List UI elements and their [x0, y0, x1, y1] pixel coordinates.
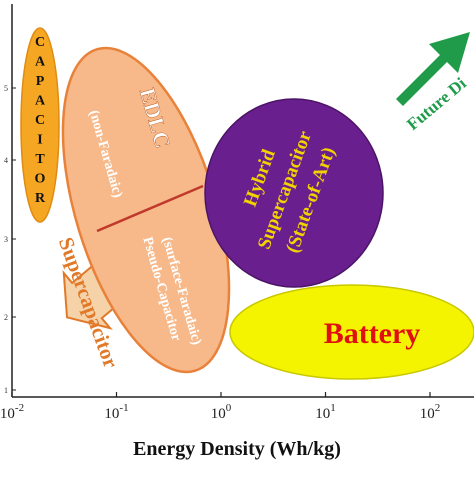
future-arrow	[396, 32, 470, 106]
x-tick-label: 100	[211, 402, 232, 422]
hybrid-region	[204, 98, 384, 288]
x-tick-label: 10-1	[104, 402, 128, 422]
x-tick-label: 10-2	[0, 402, 24, 422]
battery-label: Battery	[324, 317, 421, 350]
x-axis-label: Energy Density (Wh/kg)	[0, 438, 474, 461]
y-tick-label: 4	[4, 156, 8, 165]
y-tick-label: 5	[4, 84, 8, 93]
capacitor-letter: C	[35, 113, 45, 128]
edlc-divider	[96, 184, 204, 233]
x-axis-title: Energy Density	[133, 438, 265, 460]
capacitor-letter: A	[35, 94, 46, 109]
capacitor-letter: P	[36, 74, 45, 89]
capacitor-region	[20, 27, 60, 223]
x-tick-label: 101	[315, 402, 336, 422]
battery-region	[229, 284, 474, 380]
capacitor-letter: T	[35, 152, 45, 167]
y-tick-label: 3	[4, 235, 8, 244]
x-axis-unit: (Wh/kg)	[269, 438, 341, 460]
capacitor-letter: O	[35, 172, 46, 187]
capacitor-letter: R	[35, 191, 46, 206]
capacitor-letter: C	[35, 35, 45, 50]
y-tick-label: 2	[4, 313, 8, 322]
capacitor-letter: A	[35, 55, 46, 70]
y-tick-label: 1	[4, 386, 8, 395]
capacitor-letter: I	[37, 133, 42, 148]
x-tick-label: 102	[420, 402, 441, 422]
